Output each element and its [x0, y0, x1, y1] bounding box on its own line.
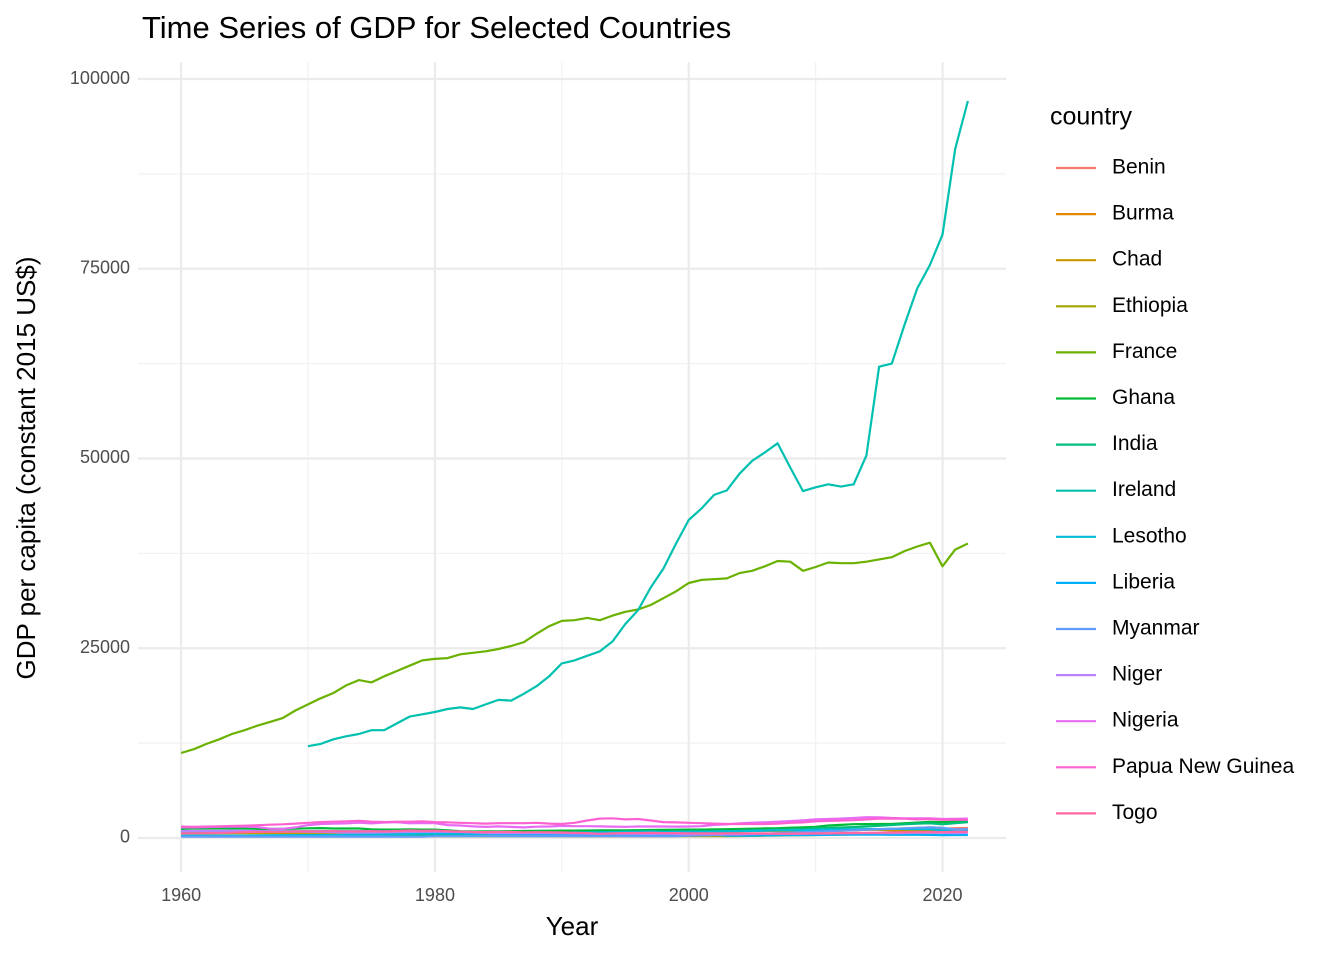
series-line	[181, 816, 968, 830]
y-axis-title: GDP per capita (constant 2015 US$)	[11, 257, 41, 680]
legend-label: Papua New Guinea	[1112, 755, 1294, 778]
series-line	[180, 541, 969, 755]
legend-label: Liberia	[1112, 570, 1175, 593]
y-tick-label: 25000	[80, 637, 130, 657]
legend-label: Nigeria	[1112, 709, 1179, 732]
series-line	[181, 817, 968, 828]
x-tick-label: 2020	[923, 885, 963, 905]
legend-label: India	[1112, 432, 1158, 455]
legend-label: Burma	[1112, 202, 1174, 225]
legend-label: Togo	[1112, 801, 1158, 824]
legend-label: Chad	[1112, 248, 1162, 271]
y-tick-label: 100000	[70, 68, 130, 88]
x-tick-label: 1960	[161, 885, 201, 905]
series-line	[181, 826, 968, 838]
y-tick-label: 50000	[80, 447, 130, 467]
legend-label: Myanmar	[1112, 617, 1200, 640]
x-tick-label: 1980	[415, 885, 455, 905]
legend-label: France	[1112, 340, 1177, 363]
y-tick-label: 75000	[80, 258, 130, 278]
legend-label: Benin	[1112, 156, 1166, 179]
series-line	[181, 820, 968, 833]
legend-label: Ethiopia	[1112, 294, 1188, 317]
legend-label: Niger	[1112, 663, 1162, 686]
chart-title: Time Series of GDP for Selected Countrie…	[142, 10, 731, 45]
legend-label: Ireland	[1112, 478, 1176, 501]
y-tick-label: 0	[120, 827, 130, 847]
series-line	[307, 100, 969, 748]
legend-label: Ghana	[1112, 386, 1175, 409]
legend-title: country	[1050, 103, 1132, 131]
x-tick-label: 2000	[669, 885, 709, 905]
x-axis-title: Year	[546, 911, 599, 941]
legend-label: Lesotho	[1112, 524, 1187, 547]
series-line	[181, 829, 968, 835]
